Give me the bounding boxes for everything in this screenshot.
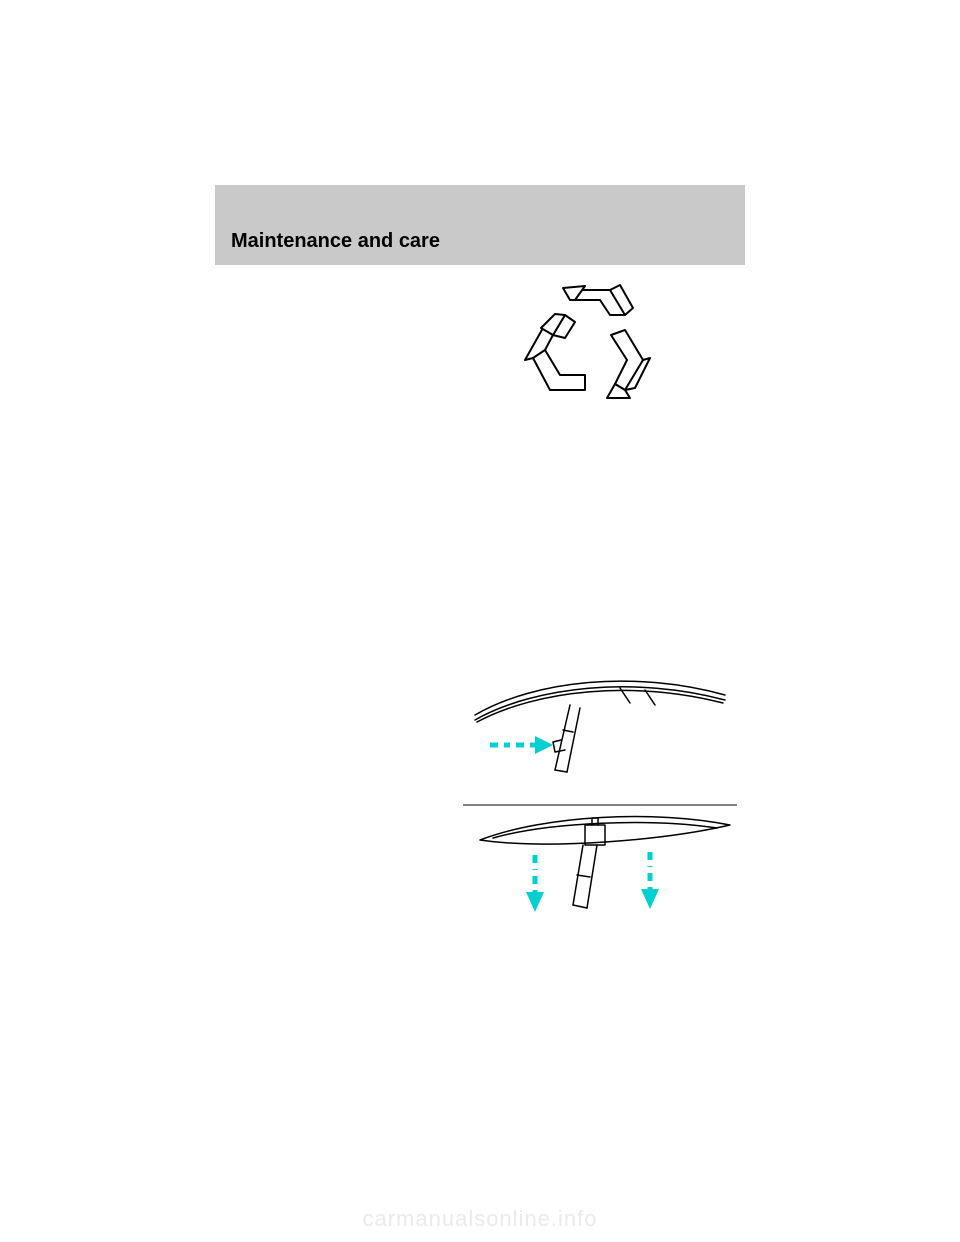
recycle-icon [515, 280, 655, 420]
watermark-text: carmanualsonline.info [0, 1206, 960, 1232]
section-title: Maintenance and care [231, 230, 440, 253]
document-page: Maintenance and care [0, 0, 960, 1242]
section-header-bar: Maintenance and care [215, 185, 745, 265]
wiper-blade-diagram [455, 660, 745, 950]
